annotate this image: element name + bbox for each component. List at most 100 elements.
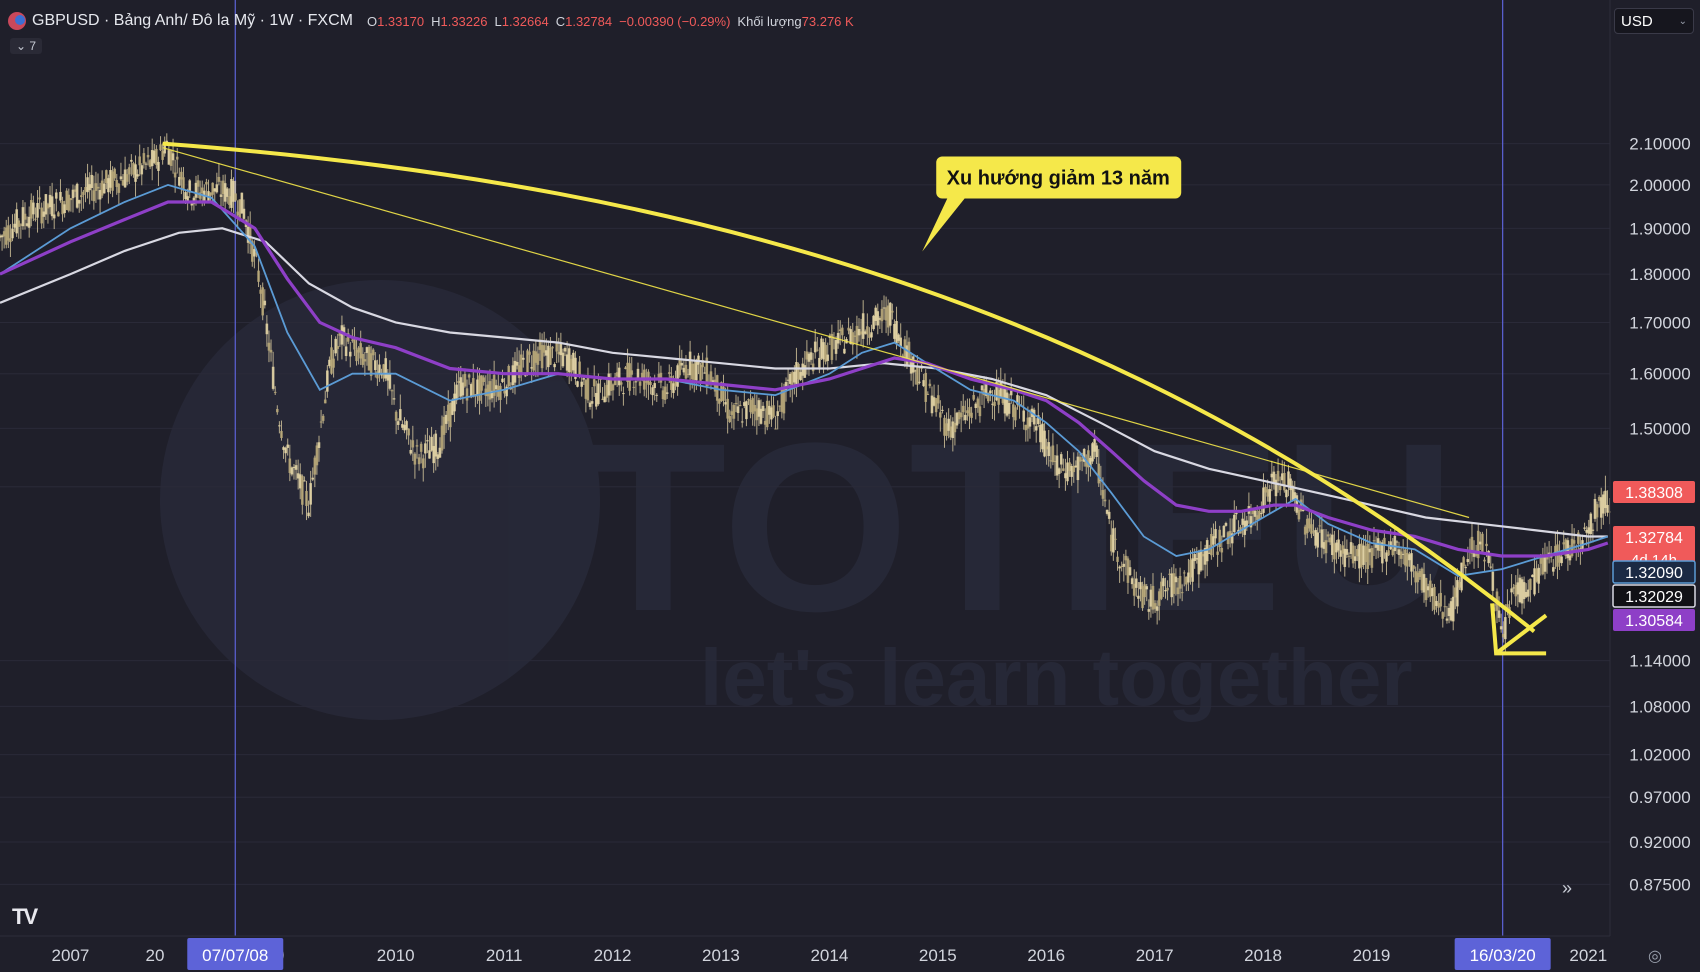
candle-body (1114, 538, 1117, 540)
candle-body (943, 417, 946, 436)
candle-body (1537, 567, 1540, 584)
price-label: 1.32090 (1612, 560, 1696, 584)
candle-body (117, 183, 121, 193)
candle-body (1049, 460, 1053, 462)
candle-body (471, 378, 475, 396)
candle-body (876, 311, 880, 326)
candle-body (90, 174, 94, 188)
candle-body (424, 443, 427, 454)
candle-body (178, 176, 181, 186)
candle-body (1543, 555, 1547, 572)
candle-body (1066, 462, 1069, 482)
candle-body (1249, 516, 1253, 528)
currency-select[interactable]: USD ⌄ (1614, 8, 1694, 34)
candle-body (19, 224, 23, 226)
candle-body (1062, 468, 1065, 471)
candle-body (323, 399, 327, 404)
candle-body (868, 334, 871, 338)
indicator-collapse-toggle[interactable]: ⌄ 7 (10, 38, 43, 54)
candle-body (42, 211, 46, 217)
candle-body (467, 374, 471, 378)
candle-body (98, 189, 102, 200)
candle-body (699, 364, 702, 381)
price-label: 1.38308 (1613, 481, 1695, 503)
candle-body (332, 358, 335, 368)
candle-body (1362, 545, 1365, 565)
candle-body (1318, 525, 1322, 527)
candle-body (1453, 587, 1457, 598)
candle-body (978, 406, 982, 417)
candle-body (941, 409, 944, 411)
price-label-bg (1613, 609, 1695, 631)
candle-body (396, 421, 400, 425)
candle-body (417, 457, 421, 465)
symbol-title[interactable]: GBPUSD · Bảng Anh/ Đô la Mỹ · 1W · FXCM (32, 12, 353, 29)
candle-body (726, 398, 729, 419)
candle-body (628, 363, 631, 391)
candle-body (1562, 542, 1566, 545)
candle-body (326, 370, 329, 392)
candle-body (572, 352, 575, 371)
candle-body (150, 150, 154, 167)
candle-body (1132, 583, 1136, 596)
candle-body (215, 184, 219, 193)
candle-body (240, 192, 244, 214)
candle-body (223, 183, 227, 202)
candle-body (269, 349, 273, 353)
candle-body (582, 378, 586, 380)
settings-icon[interactable]: ◎ (1648, 948, 1662, 965)
candle-body (841, 327, 844, 336)
callout-box (936, 156, 1182, 199)
candle-body (540, 345, 544, 369)
candle-body (261, 287, 265, 316)
candle-body (551, 346, 554, 349)
candle-body (161, 150, 164, 160)
candle-body (1372, 540, 1376, 542)
candle-body (234, 193, 237, 201)
candle-body (1037, 415, 1040, 425)
candle-body (1360, 543, 1363, 568)
candle-body (951, 421, 955, 439)
candle-body (1197, 552, 1201, 575)
candle-body (1356, 549, 1359, 557)
candle-body (1080, 459, 1084, 461)
candle-body (1285, 489, 1288, 498)
candle-body (163, 145, 167, 154)
candle-body (1105, 509, 1109, 514)
candle-body (586, 376, 590, 401)
candle-body (501, 378, 504, 382)
candle-body (636, 368, 640, 379)
candle-body (936, 395, 940, 404)
candle-body (765, 400, 769, 428)
candle-body (257, 270, 260, 282)
scroll-forward-icon[interactable]: » (1562, 878, 1573, 898)
candle-body (686, 373, 690, 375)
candle-body (1593, 499, 1597, 519)
candle-body (1370, 547, 1374, 568)
candle-body (926, 393, 930, 395)
candle-body (196, 180, 200, 187)
candle-body (359, 343, 362, 359)
candle-body (1497, 610, 1501, 618)
candle-body (311, 477, 315, 480)
candle-body (624, 367, 627, 369)
candle-body (334, 338, 337, 354)
candle-body (1001, 385, 1005, 404)
candle-body (1207, 552, 1211, 554)
x-tick-label: 2011 (486, 946, 523, 965)
candle-body (1349, 542, 1353, 554)
candle-body (1032, 409, 1036, 425)
candle-body (271, 366, 275, 389)
candle-body (171, 153, 175, 161)
candle-body (1522, 582, 1526, 600)
candle-body (626, 362, 629, 382)
candle-body (991, 403, 994, 405)
candle-body (1014, 407, 1017, 421)
candle-body (1072, 465, 1076, 473)
candle-body (532, 350, 536, 371)
candle-body (836, 332, 840, 344)
callout-text: Xu hướng giảm 13 năm (947, 168, 1170, 190)
candle-body (1278, 485, 1282, 491)
candle-body (1591, 529, 1595, 531)
